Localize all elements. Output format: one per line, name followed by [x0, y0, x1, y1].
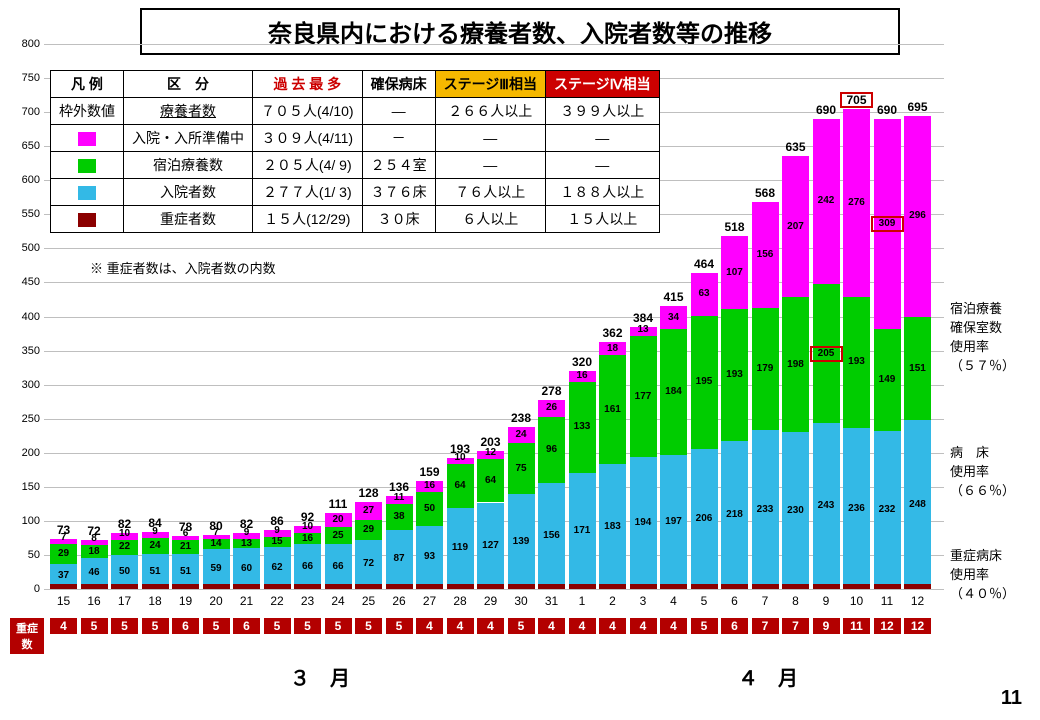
x-axis-tick: 11: [874, 594, 901, 608]
x-axis-tick: 23: [294, 594, 321, 608]
y-axis-tick: 150: [16, 481, 40, 493]
x-axis-tick: 4: [660, 594, 687, 608]
x-axis-tick: 31: [538, 594, 565, 608]
x-axis-tick: 17: [111, 594, 138, 608]
x-axis-tick: 20: [203, 594, 230, 608]
side-label: 重症病床使用率（４０％）: [950, 545, 1015, 602]
critical-cell: 4: [538, 618, 565, 634]
x-axis-tick: 6: [721, 594, 748, 608]
x-axis-tick: 26: [386, 594, 413, 608]
y-axis-tick: 50: [16, 549, 40, 561]
legend-row: 入院者数２７７人(1/ 3)３７６床７６人以上１８８人以上: [51, 179, 660, 206]
critical-cell: 6: [233, 618, 260, 634]
x-axis-tick: 2: [599, 594, 626, 608]
legend-row: 枠外数値療養者数７０５人(4/10)―２６６人以上３９９人以上: [51, 98, 660, 125]
legend-row: 入院・入所準備中３０９人(4/11)－――: [51, 125, 660, 152]
y-axis-tick: 450: [16, 276, 40, 288]
critical-cell: 7: [782, 618, 809, 634]
side-label: 病 床使用率（６６％）: [950, 442, 1015, 499]
critical-cell: 4: [660, 618, 687, 634]
y-axis-tick: 100: [16, 515, 40, 527]
critical-cell: 5: [325, 618, 352, 634]
x-axis-tick: 9: [813, 594, 840, 608]
x-axis-tick: 19: [172, 594, 199, 608]
legend-header: 確保病床: [362, 71, 435, 98]
critical-cell: 5: [294, 618, 321, 634]
legend-row: 重症者数１５人(12/29)３０床６人以上１５人以上: [51, 206, 660, 233]
y-axis-tick: 550: [16, 208, 40, 220]
critical-cell: 4: [50, 618, 77, 634]
y-axis-tick: 350: [16, 345, 40, 357]
legend-header: ステージⅣ相当: [545, 71, 659, 98]
x-axis-tick: 3: [630, 594, 657, 608]
critical-cell: 5: [691, 618, 718, 634]
y-axis-tick: 300: [16, 379, 40, 391]
y-axis-tick: 700: [16, 106, 40, 118]
critical-cell: 4: [630, 618, 657, 634]
y-axis-tick: 750: [16, 72, 40, 84]
x-axis-tick: 16: [81, 594, 108, 608]
page-number: 11: [1001, 687, 1022, 710]
critical-cell: 4: [477, 618, 504, 634]
legend-header: ステージⅢ相当: [435, 71, 545, 98]
critical-cell: 5: [142, 618, 169, 634]
y-axis-tick: 250: [16, 413, 40, 425]
critical-cell: 5: [508, 618, 535, 634]
side-label: 宿泊療養確保室数使用率（５７％）: [950, 298, 1015, 374]
critical-cell: 12: [904, 618, 931, 634]
y-axis-tick: 200: [16, 447, 40, 459]
critical-cell: 5: [81, 618, 108, 634]
y-axis-tick: 800: [16, 38, 40, 50]
x-axis-tick: 25: [355, 594, 382, 608]
critical-cell: 4: [569, 618, 596, 634]
y-axis-tick: 0: [16, 583, 40, 595]
x-axis-tick: 24: [325, 594, 352, 608]
legend-header: 凡 例: [51, 71, 124, 98]
x-axis-tick: 5: [691, 594, 718, 608]
legend-header: 区 分: [124, 71, 253, 98]
x-axis-tick: 22: [264, 594, 291, 608]
month-label-2: ４ 月: [738, 662, 798, 691]
x-axis-tick: 12: [904, 594, 931, 608]
critical-cell: 12: [874, 618, 901, 634]
legend-row: 宿泊療養数２０５人(4/ 9)２５４室――: [51, 152, 660, 179]
critical-cell: 5: [264, 618, 291, 634]
critical-cell: 4: [599, 618, 626, 634]
month-label-1: ３ 月: [290, 662, 350, 691]
y-axis-tick: 400: [16, 311, 40, 323]
critical-cell: 5: [386, 618, 413, 634]
critical-cell: 5: [355, 618, 382, 634]
critical-cell: 11: [843, 618, 870, 634]
critical-cell: 5: [203, 618, 230, 634]
x-axis-tick: 21: [233, 594, 260, 608]
critical-cell: 5: [111, 618, 138, 634]
critical-cell: 4: [416, 618, 443, 634]
x-axis-tick: 18: [142, 594, 169, 608]
y-axis-tick: 650: [16, 140, 40, 152]
critical-cell: 9: [813, 618, 840, 634]
critical-cell: 4: [447, 618, 474, 634]
x-axis-tick: 1: [569, 594, 596, 608]
x-axis-tick: 27: [416, 594, 443, 608]
legend-table: 凡 例区 分過 去 最 多確保病床ステージⅢ相当ステージⅣ相当 枠外数値療養者数…: [50, 70, 660, 233]
x-axis-tick: 15: [50, 594, 77, 608]
x-axis-tick: 7: [752, 594, 779, 608]
critical-cell: 7: [752, 618, 779, 634]
x-axis-tick: 8: [782, 594, 809, 608]
critical-cell: 6: [172, 618, 199, 634]
y-axis-tick: 600: [16, 174, 40, 186]
x-axis-tick: 10: [843, 594, 870, 608]
x-axis-tick: 29: [477, 594, 504, 608]
legend-header: 過 去 最 多: [253, 71, 363, 98]
x-axis-tick: 30: [508, 594, 535, 608]
y-axis-tick: 500: [16, 242, 40, 254]
x-axis-tick: 28: [447, 594, 474, 608]
critical-cell: 6: [721, 618, 748, 634]
